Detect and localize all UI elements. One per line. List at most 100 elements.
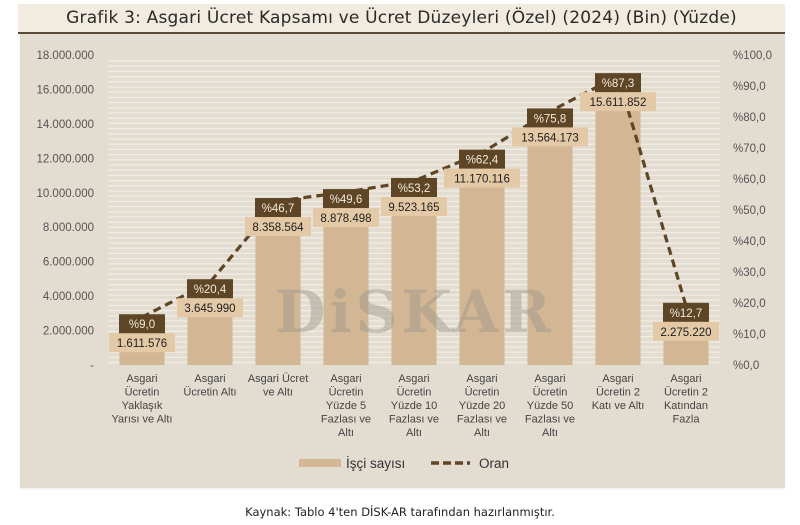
- value-label-box: [313, 208, 379, 228]
- data-labels: 1.611.576 %9,0 3.645.990 %20,4 8.358.564 %46,…: [109, 73, 719, 353]
- right-axis-tick: %10,0: [733, 329, 766, 341]
- chart-canvas: - 2.000.000 4.000.000 6.000.000 8.000.000 10.…: [36, 50, 772, 471]
- x-axis-label: Asgari: [330, 373, 361, 385]
- x-axis-label: Asgari: [602, 373, 633, 385]
- left-axis-tick: 14.000.000: [36, 119, 94, 131]
- bar: [391, 200, 437, 365]
- x-axis-label: Ücretin: [533, 387, 568, 399]
- x-axis-label: Fazlası ve: [525, 414, 575, 426]
- value-label-box: [381, 196, 447, 216]
- right-axis-tick: %50,0: [733, 205, 766, 217]
- value-label: 8.878.498: [320, 213, 371, 225]
- x-axis-label: Yüzde 50: [527, 400, 573, 412]
- bar: [527, 131, 573, 365]
- x-axis-label: Altı: [406, 427, 422, 439]
- x-axis-label: Altı: [542, 427, 558, 439]
- x-axis-label: Ücretin: [329, 387, 364, 399]
- bar: [459, 172, 505, 365]
- x-axis-label: Yaklaşık: [122, 400, 163, 412]
- percent-label-box: [595, 73, 641, 93]
- x-axis-label: Yüzde 20: [459, 400, 505, 412]
- x-axis-label: Yarısı ve Altı: [112, 414, 173, 426]
- right-axis-tick: %30,0: [733, 267, 766, 279]
- percent-label: %53,2: [398, 183, 431, 195]
- x-axis-label: ve Altı: [263, 387, 293, 399]
- x-axis-label: Asgari: [398, 373, 429, 385]
- percent-label-box: [527, 108, 573, 128]
- x-axis-label: Altı: [474, 427, 490, 439]
- value-label: 8.358.564: [252, 222, 304, 234]
- x-axis-label: Katından: [664, 400, 708, 412]
- percent-label: %12,7: [670, 308, 703, 320]
- percent-label-box: [391, 177, 437, 197]
- x-axis-label: Asgari: [534, 373, 565, 385]
- legend-line-label: Oran: [479, 456, 509, 471]
- value-label: 3.645.990: [184, 303, 235, 315]
- percent-label: %9,0: [129, 319, 155, 331]
- value-label-box: [109, 333, 175, 353]
- value-label-box: [245, 217, 311, 237]
- percent-label-box: [323, 189, 369, 209]
- x-axis-label: Fazlası ve: [457, 414, 507, 426]
- right-axis-tick: %40,0: [733, 236, 766, 248]
- left-axis-tick: 16.000.000: [36, 84, 94, 96]
- left-axis-tick: 18.000.000: [36, 50, 94, 62]
- x-axis-label: Asgari Ücret: [248, 373, 309, 385]
- watermark-logo: DiSKAR: [275, 278, 554, 346]
- percent-label-box: [663, 302, 709, 322]
- left-axis-tick: 10.000.000: [36, 188, 94, 200]
- percent-label-box: [187, 279, 233, 299]
- x-axis-label: Ücretin 2: [596, 387, 640, 399]
- right-axis-tick: %20,0: [733, 298, 766, 310]
- left-axis-tick: 6.000.000: [43, 257, 94, 269]
- left-axis-tick: 4.000.000: [43, 291, 94, 303]
- chart-title-band: Grafik 3: Asgari Ücret Kapsamı ve Ücret …: [18, 4, 785, 34]
- x-axis-label: Asgari: [126, 373, 157, 385]
- right-axis-tick: %80,0: [733, 112, 766, 124]
- x-axis-label: Altı: [338, 427, 354, 439]
- value-label-box: [177, 298, 243, 318]
- value-label: 1.611.576: [117, 338, 167, 350]
- right-y-axis: %0,0 %10,0 %20,0 %30,0 %40,0 %50,0 %60,0 %70,0%…: [733, 50, 772, 372]
- value-label-box: [580, 92, 656, 112]
- legend-bar-swatch: [299, 459, 341, 467]
- right-axis-tick: %60,0: [733, 174, 766, 186]
- left-axis-tick: 12.000.000: [36, 153, 94, 165]
- left-axis-tick: -: [90, 360, 94, 372]
- x-axis-label: Fazlası ve: [389, 414, 439, 426]
- right-axis-tick: %100,0: [733, 50, 772, 62]
- left-axis-tick: 2.000.000: [43, 326, 94, 338]
- percent-label-box: [119, 314, 165, 334]
- value-label: 2.275.220: [660, 327, 711, 339]
- left-y-axis: - 2.000.000 4.000.000 6.000.000 8.000.000 10.…: [36, 50, 94, 372]
- x-axis-label: Ücretin: [397, 387, 432, 399]
- percent-label: %87,3: [602, 78, 635, 90]
- right-axis-tick: %0,0: [733, 360, 759, 372]
- value-label-box: [444, 168, 520, 188]
- legend: İşçi sayısı Oran: [299, 456, 509, 471]
- right-axis-tick: %90,0: [733, 81, 766, 93]
- value-label: 13.564.173: [521, 132, 579, 144]
- x-axis-label: Ücretin 2: [664, 387, 708, 399]
- source-caption: Kaynak: Tablo 4'ten DİSK-AR tarafından h…: [245, 505, 555, 519]
- percent-label-box: [459, 149, 505, 169]
- percent-label-box: [255, 198, 301, 218]
- x-axis-label: Katı ve Altı: [592, 400, 645, 412]
- x-axis-label: Fazlası ve: [321, 414, 371, 426]
- right-axis-tick: %70,0: [733, 143, 766, 155]
- value-label-box: [512, 127, 588, 147]
- x-axis-label: Asgari: [466, 373, 497, 385]
- x-axis-label: Yüzde 5: [326, 400, 366, 412]
- bar: [595, 96, 641, 366]
- legend-bar-label: İşçi sayısı: [346, 456, 405, 471]
- x-axis-label: Ücretin: [125, 387, 160, 399]
- x-axis-label: Ücretin Altı: [183, 387, 236, 399]
- value-label: 11.170.116: [454, 174, 510, 186]
- x-axis-label: Ücretin: [465, 387, 500, 399]
- x-axis-label: Asgari: [194, 373, 225, 385]
- value-label: 9.523.165: [388, 202, 439, 214]
- bar: [255, 221, 301, 365]
- percent-label: %62,4: [466, 155, 499, 167]
- chart-title: Grafik 3: Asgari Ücret Kapsamı ve Ücret …: [66, 8, 737, 28]
- percent-label: %49,6: [330, 194, 363, 206]
